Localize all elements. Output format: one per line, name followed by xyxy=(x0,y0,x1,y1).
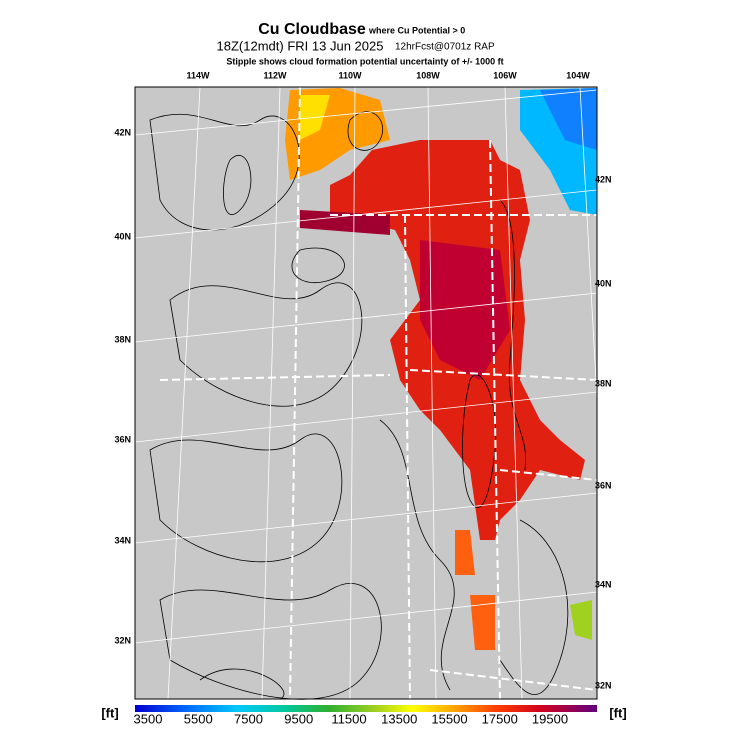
colorbar-unit-right: [ft] xyxy=(609,705,626,720)
colorbar-tick-label: 7500 xyxy=(234,711,263,726)
green-region xyxy=(570,600,592,640)
longitude-label: 114W xyxy=(186,70,210,80)
southern-region xyxy=(455,530,495,650)
ridge-region xyxy=(300,210,390,235)
map-frame xyxy=(134,86,598,700)
colorbar-tick-label: 5500 xyxy=(184,711,213,726)
latitude-label: 38N xyxy=(114,334,131,344)
forecast: 12hrFcst@0701z RAP xyxy=(395,42,495,53)
colorbar-tick-label: 15500 xyxy=(431,711,467,726)
colorbar-tick-label: 11500 xyxy=(331,711,366,726)
lat-lon-grid xyxy=(134,86,598,700)
colorbar xyxy=(135,705,597,712)
longitude-label: 106W xyxy=(493,70,517,80)
valid-time: 18Z(12mdt) FRI 13 Jun 2025 xyxy=(217,38,384,53)
note: Stipple shows cloud formation potential … xyxy=(226,56,503,66)
latitude-label: 34N xyxy=(595,579,612,589)
latitude-label: 40N xyxy=(114,231,131,241)
longitude-label: 104W xyxy=(566,70,590,80)
title: Cu Cloudbase xyxy=(258,21,366,38)
latitude-label: 34N xyxy=(114,535,131,545)
state-borders xyxy=(159,86,598,700)
latitude-label: 36N xyxy=(114,434,131,444)
highest-region xyxy=(420,240,510,380)
latitude-label: 36N xyxy=(595,480,612,490)
latitude-label: 32N xyxy=(114,635,131,645)
longitude-label: 108W xyxy=(416,70,440,80)
latitude-label: 42N xyxy=(114,127,131,137)
colorbar-tick-label: 13500 xyxy=(381,711,417,726)
contours xyxy=(149,111,569,700)
condition: where Cu Potential > 0 xyxy=(368,25,465,35)
latitude-label: 38N xyxy=(595,378,612,388)
colorbar-tick-label: 19500 xyxy=(532,711,568,726)
colorbar-tick-label: 3500 xyxy=(134,711,163,726)
longitude-label: 112W xyxy=(263,70,287,80)
colorbar-unit-left: [ft] xyxy=(101,705,118,720)
colorbar-tick-label: 9500 xyxy=(284,711,313,726)
longitude-label: 110W xyxy=(338,70,362,80)
latitude-label: 32N xyxy=(595,680,612,690)
latitude-label: 42N xyxy=(595,174,612,184)
colorbar-tick-label: 17500 xyxy=(482,711,518,726)
latitude-label: 40N xyxy=(595,278,612,288)
map xyxy=(134,86,598,700)
